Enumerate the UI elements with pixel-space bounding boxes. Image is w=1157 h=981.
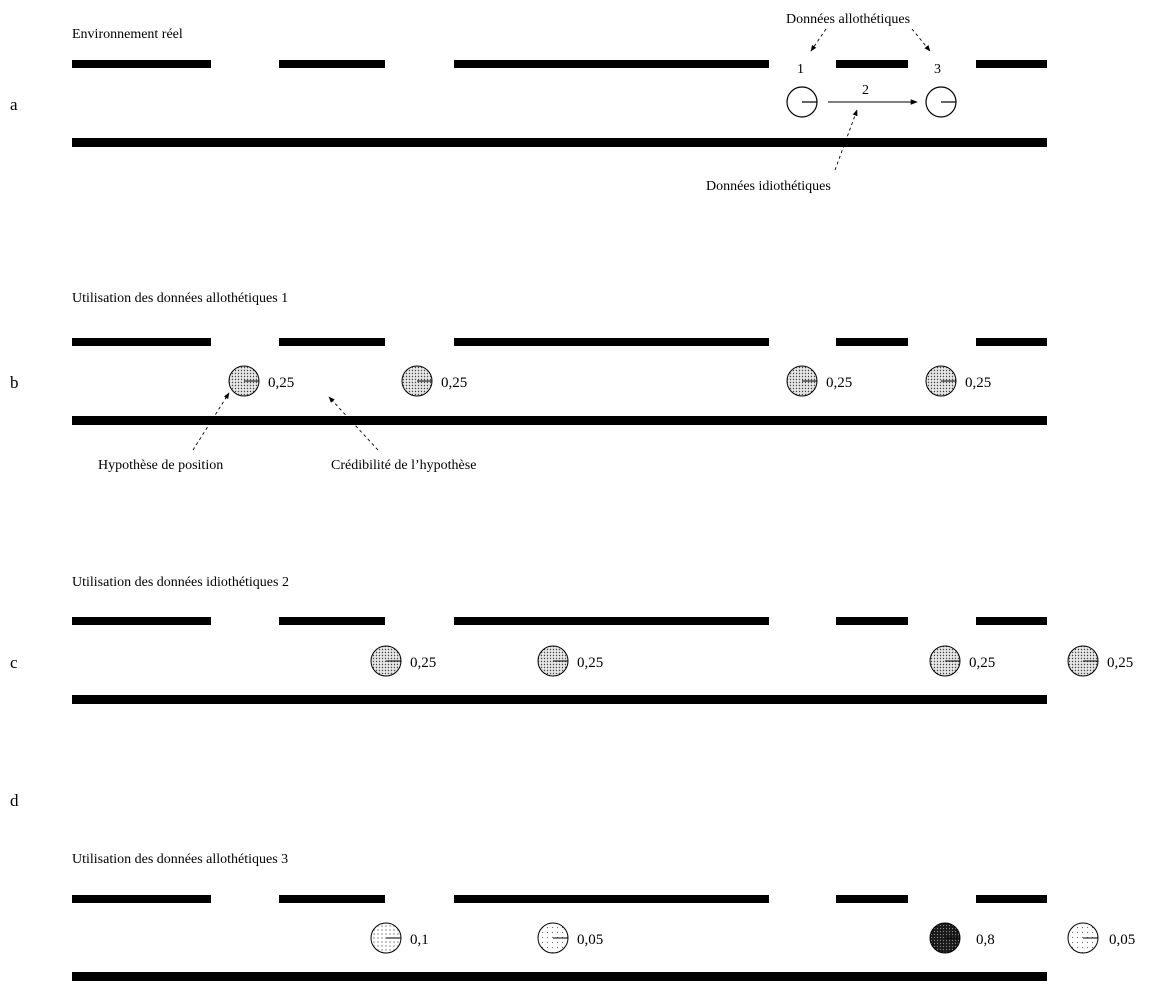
credibility-label: 0,25 xyxy=(1107,655,1133,671)
step-label-2: 2 xyxy=(862,83,869,98)
wall-segment xyxy=(72,895,211,903)
wall-segment xyxy=(72,60,211,68)
wall-segment xyxy=(279,617,385,625)
panel-title-c: Utilisation des données idiothétiques 2 xyxy=(72,575,289,590)
wall-segment xyxy=(454,338,769,346)
wall-segment xyxy=(976,895,1047,903)
hypothesis-c-2: 0,25 xyxy=(537,645,603,677)
hypothesis-d-3: 0,8 xyxy=(929,922,995,954)
panel-b: b Utilisation des données allothétiques … xyxy=(10,291,1047,473)
wall-segment xyxy=(976,60,1047,68)
bottom-wall-b xyxy=(72,416,1047,425)
credibility-annotation: Crédibilité de l’hypothèse xyxy=(331,458,476,473)
panel-title-d: Utilisation des données allothétiques 3 xyxy=(72,852,288,867)
credibility-label: 0,1 xyxy=(410,932,429,948)
credibility-label: 0,25 xyxy=(577,655,603,671)
panel-c: c Utilisation des données idiothétiques … xyxy=(10,575,1133,704)
wall-segment xyxy=(279,60,385,68)
wall-segment xyxy=(976,338,1047,346)
wall-segment xyxy=(836,617,908,625)
wall-segment xyxy=(279,895,385,903)
bottom-wall-a xyxy=(72,138,1047,147)
hypothesis-c-3: 0,25 xyxy=(929,645,995,677)
panel-letter-b: b xyxy=(10,373,19,392)
hypothesis-b-3: 0,25 xyxy=(786,365,852,397)
panel-letter-c: c xyxy=(10,653,18,672)
wall-segment xyxy=(454,617,769,625)
idiothetic-annotation: Données idiothétiques xyxy=(706,179,831,194)
hypothesis-d-2: 0,05 xyxy=(537,922,603,954)
wall-segment xyxy=(976,617,1047,625)
hypothesis-c-4: 0,25 xyxy=(1067,645,1133,677)
panel-letter-a: a xyxy=(10,95,18,114)
credibility-label: 0,25 xyxy=(410,655,436,671)
credibility-label: 0,25 xyxy=(441,375,467,391)
allothetic-annotation: Données allothétiques xyxy=(786,12,910,27)
position-hypothesis-annotation: Hypothèse de position xyxy=(98,458,223,473)
bottom-wall-d xyxy=(72,972,1047,981)
credibility-label: 0,05 xyxy=(577,932,603,948)
hypothesis-d-1: 0,1 xyxy=(370,922,429,954)
credibility-label: 0,05 xyxy=(1109,932,1135,948)
top-wall-d xyxy=(72,895,1047,903)
hypothesis-d-4: 0,05 xyxy=(1067,922,1135,954)
position-pointer xyxy=(192,392,230,451)
wall-segment xyxy=(279,338,385,346)
panel-a: a Environnement réel 1 2 3 Données allot… xyxy=(10,12,1047,194)
hypothesis-b-4: 0,25 xyxy=(925,365,991,397)
panel-title-a: Environnement réel xyxy=(72,27,183,42)
wall-segment xyxy=(72,617,211,625)
wall-segment xyxy=(72,338,211,346)
allothetic-pointer-1 xyxy=(810,28,827,52)
top-wall-c xyxy=(72,617,1047,625)
credibility-label: 0,25 xyxy=(965,375,991,391)
credibility-label: 0,25 xyxy=(826,375,852,391)
robot-end xyxy=(925,86,957,118)
top-wall-b xyxy=(72,338,1047,346)
wall-segment xyxy=(836,60,908,68)
panel-title-b: Utilisation des données allothétiques 1 xyxy=(72,291,288,306)
panel-d: d Utilisation des données allothétiques … xyxy=(10,791,1135,981)
top-wall-a xyxy=(72,60,1047,68)
wall-segment xyxy=(454,60,769,68)
hypothesis-c-1: 0,25 xyxy=(370,645,436,677)
hypothesis-b-1: 0,25 xyxy=(228,365,294,397)
hypothesis-b-2: 0,25 xyxy=(401,365,467,397)
allothetic-pointer-3 xyxy=(911,28,931,52)
step-label-1: 1 xyxy=(797,62,804,77)
credibility-label: 0,25 xyxy=(268,375,294,391)
robot-start xyxy=(786,86,818,118)
credibility-label: 0,8 xyxy=(976,932,995,948)
step-label-3: 3 xyxy=(934,62,941,77)
wall-segment xyxy=(454,895,769,903)
wall-segment xyxy=(836,338,908,346)
credibility-pointer xyxy=(328,396,379,451)
bottom-wall-c xyxy=(72,695,1047,704)
wall-segment xyxy=(836,895,908,903)
idiothetic-pointer xyxy=(834,109,858,171)
panel-letter-d: d xyxy=(10,791,19,810)
credibility-label: 0,25 xyxy=(969,655,995,671)
